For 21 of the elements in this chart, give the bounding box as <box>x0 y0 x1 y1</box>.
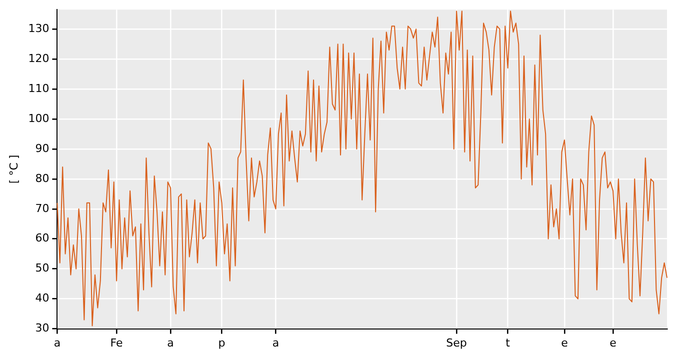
y-tick-label: 100 <box>28 112 50 125</box>
y-tick-label: 30 <box>35 322 50 335</box>
x-tick-label: e <box>610 336 617 350</box>
x-tick-label: a <box>272 336 280 350</box>
y-tick-label: 130 <box>28 22 50 35</box>
y-tick-label: 50 <box>35 262 50 275</box>
x-tick-label: a <box>54 336 61 350</box>
y-tick-label: 90 <box>35 142 50 155</box>
y-tick-label: 70 <box>35 202 50 215</box>
y-tick-label: 110 <box>28 82 50 95</box>
x-tick-label: e <box>561 336 568 350</box>
x-tick-label: t <box>506 336 511 350</box>
y-axis-title: [ °C ] <box>7 154 20 184</box>
y-tick-label: 80 <box>35 172 50 185</box>
y-tick-label: 120 <box>28 52 50 65</box>
y-tick-label: 40 <box>35 292 50 305</box>
x-tick-label: p <box>218 336 226 350</box>
x-tick-label: Fe <box>110 336 124 350</box>
x-tick-label: a <box>167 336 174 350</box>
x-tick-label: Sep <box>446 336 467 350</box>
y-tick-label: 60 <box>35 232 50 245</box>
